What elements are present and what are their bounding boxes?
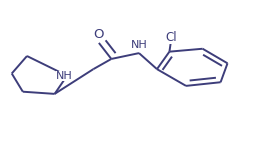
Text: O: O [94,28,104,41]
Text: NH: NH [56,71,73,81]
Text: NH: NH [131,40,147,50]
Text: Cl: Cl [166,31,177,44]
